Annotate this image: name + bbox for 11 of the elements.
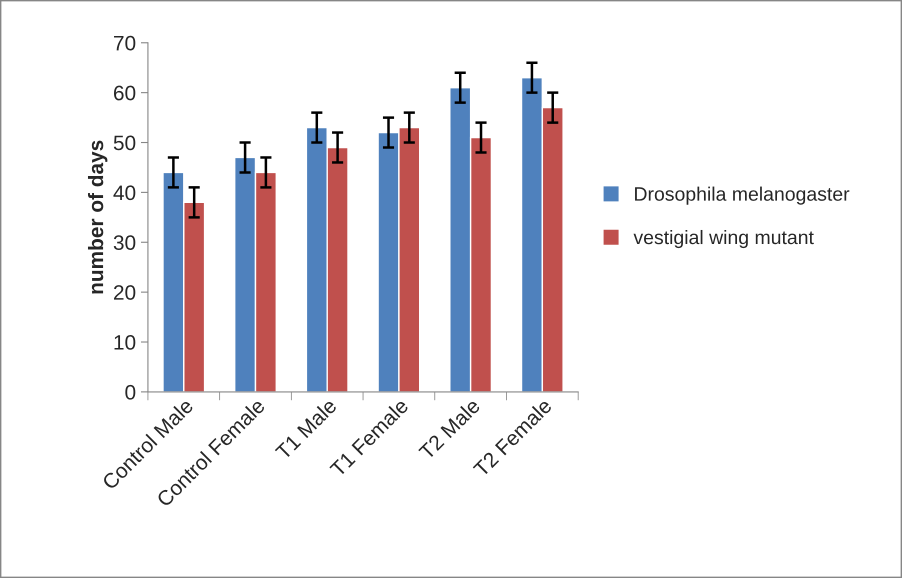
- y-tick-label: 40: [113, 185, 136, 200]
- y-tick-label: 30: [114, 235, 136, 250]
- y-axis-title: number of days: [88, 140, 108, 294]
- y-tick-label: 0: [125, 384, 136, 400]
- legend-label: vestigial wing mutant: [634, 230, 814, 248]
- legend-label: Drosophila melanogaster: [635, 186, 850, 205]
- y-tick-label: 70: [114, 36, 136, 51]
- y-tick-label: 10: [114, 335, 136, 350]
- y-tick-label: 60: [114, 86, 136, 100]
- y-tick-label: 20: [114, 285, 136, 300]
- y-tick-label: 50: [114, 136, 136, 150]
